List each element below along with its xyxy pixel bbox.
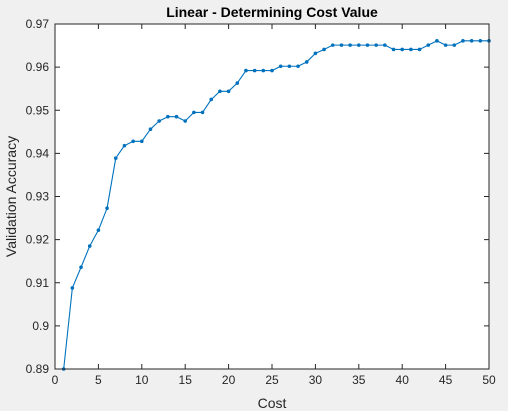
x-tick-label: 30 (309, 373, 323, 387)
data-point (409, 47, 413, 52)
data-point (400, 47, 405, 52)
data-point (383, 43, 387, 47)
data-point (304, 60, 309, 64)
data-point (244, 68, 248, 73)
y-tick-label: 0.9 (32, 319, 49, 333)
data-point (122, 143, 127, 148)
y-tick-label: 0.94 (26, 146, 50, 160)
y-tick-label: 0.95 (26, 103, 50, 117)
data-point (391, 47, 396, 52)
x-axis-ticks: 0 5 10 15 20 25 30 35 40 45 50 (52, 24, 496, 387)
x-tick-label: 0 (52, 373, 59, 387)
data-point (417, 47, 422, 52)
data-point (348, 43, 352, 47)
data-series-layer (61, 39, 491, 371)
y-axis-label: Validation Accuracy (3, 136, 19, 257)
data-point (183, 119, 187, 123)
data-point (339, 43, 344, 47)
x-tick-label: 20 (222, 373, 236, 387)
data-point (435, 39, 439, 43)
data-point (113, 156, 118, 160)
data-point (287, 64, 292, 69)
plot-area (55, 24, 489, 369)
data-point (261, 68, 266, 73)
y-tick-label: 0.91 (26, 276, 50, 290)
data-point (192, 110, 196, 115)
y-tick-label: 0.92 (26, 233, 50, 247)
data-point (278, 64, 283, 69)
y-axis-ticks: 0.89 0.9 0.91 0.92 0.93 0.94 0.95 0.96 0.97 (26, 17, 489, 376)
data-point (330, 43, 335, 47)
data-point (157, 119, 161, 123)
data-point (443, 43, 448, 47)
x-tick-label: 5 (95, 373, 102, 387)
data-point (70, 286, 75, 290)
data-point (357, 43, 361, 47)
data-point (461, 39, 465, 43)
data-point (365, 43, 370, 47)
data-point (374, 43, 378, 47)
data-point (87, 244, 92, 248)
data-point (296, 64, 300, 69)
data-point (148, 127, 153, 132)
data-point (270, 68, 274, 73)
data-point (426, 43, 431, 47)
data-point (131, 139, 135, 144)
data-point (252, 68, 257, 73)
data-point (218, 89, 222, 94)
chart-title: Linear - Determining Cost Value (166, 4, 378, 20)
data-point (174, 114, 179, 119)
data-point (226, 89, 231, 94)
data-point (452, 43, 457, 47)
data-point (322, 47, 326, 52)
data-point (209, 97, 214, 102)
axes-box (54, 23, 490, 370)
x-tick-label: 35 (352, 373, 366, 387)
data-point (140, 139, 144, 144)
x-tick-label: 40 (396, 373, 410, 387)
x-tick-label: 15 (179, 373, 193, 387)
data-point (96, 228, 101, 232)
y-tick-label: 0.93 (26, 190, 50, 204)
data-point (235, 81, 240, 85)
x-tick-label: 10 (135, 373, 149, 387)
data-point (105, 206, 109, 210)
x-axis-label: Cost (258, 395, 287, 411)
data-point (478, 39, 483, 43)
data-point (166, 114, 170, 119)
data-point (313, 51, 318, 56)
x-tick-label: 50 (482, 373, 496, 387)
data-point (469, 39, 474, 43)
y-tick-label: 0.97 (26, 17, 50, 31)
x-tick-label: 45 (439, 373, 453, 387)
y-tick-label: 0.96 (26, 60, 50, 74)
y-tick-label: 0.89 (26, 362, 50, 376)
x-tick-label: 25 (265, 373, 279, 387)
data-point (79, 265, 83, 270)
data-point (200, 110, 205, 115)
